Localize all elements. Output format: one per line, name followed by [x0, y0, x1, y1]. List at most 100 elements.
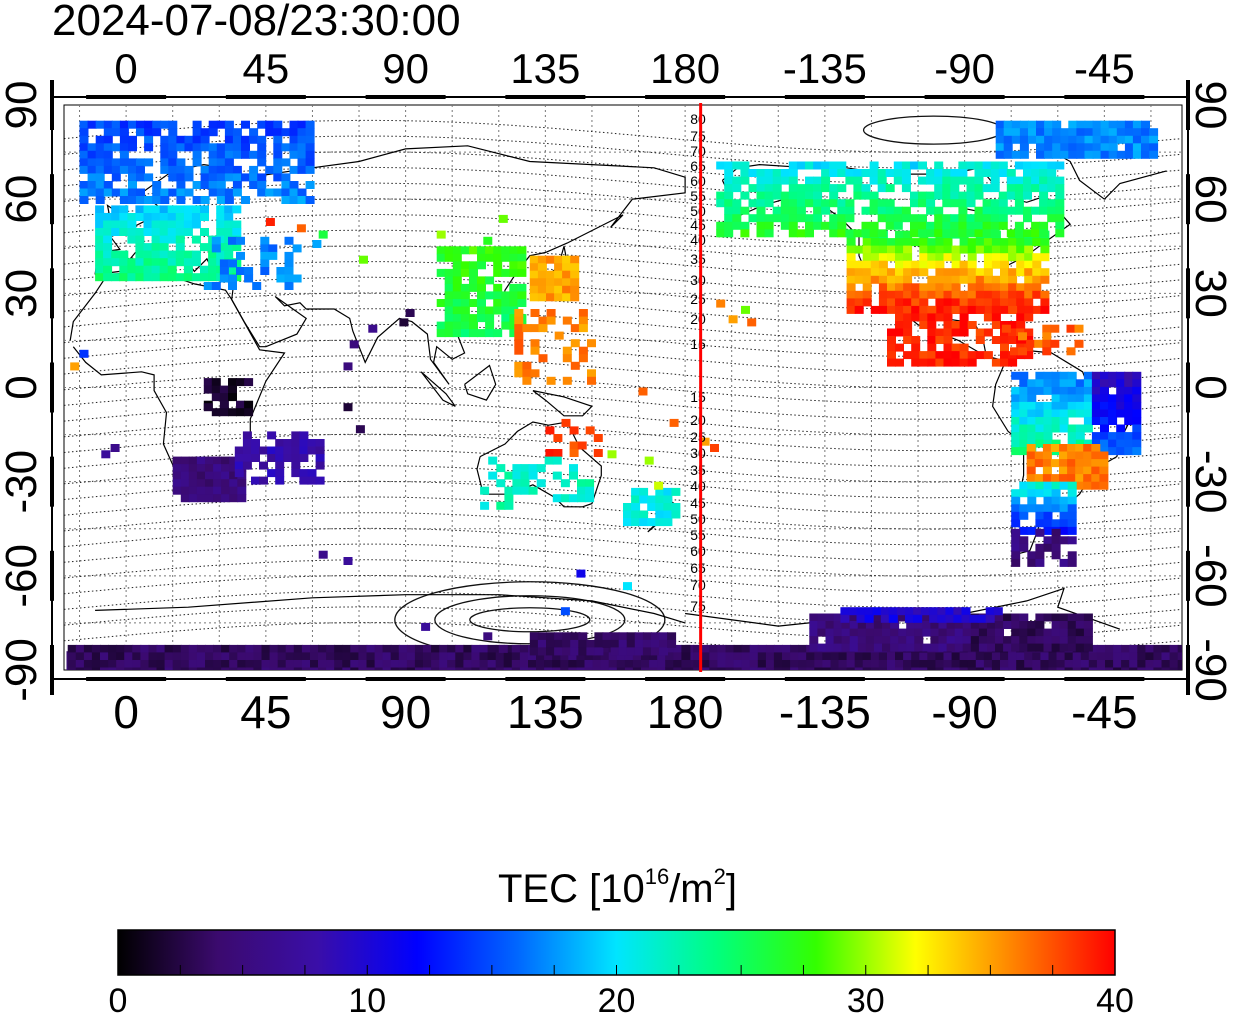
tec-cell [236, 267, 245, 275]
tec-cell [870, 260, 880, 269]
lon-tick [1064, 95, 1145, 99]
tec-cell [268, 244, 278, 253]
tec-cell [950, 184, 960, 193]
tec-cell [200, 273, 209, 282]
tec-cell [1105, 667, 1114, 670]
tec-cell [251, 446, 260, 455]
tec-cell [124, 652, 134, 661]
tec-cell [577, 479, 586, 488]
tec-cell [1055, 191, 1065, 200]
tec-cell [885, 221, 895, 230]
tec-cell [1177, 652, 1182, 661]
tec-cell [183, 228, 193, 236]
tec-cell [156, 644, 166, 653]
tec-cell [95, 120, 105, 129]
tec-cell [1019, 526, 1029, 535]
tec-cell [79, 158, 89, 167]
tec-cell [1132, 379, 1142, 388]
tec-cell [1051, 519, 1061, 528]
tec-cell [854, 290, 864, 299]
tec-cell [773, 660, 783, 668]
tec-cell [991, 283, 1001, 292]
tec-cell [935, 298, 945, 307]
tec-cell [1059, 481, 1069, 490]
tec-cell [1040, 268, 1050, 277]
tec-cell [536, 464, 546, 473]
tec-cell [95, 205, 105, 214]
tec-cell [1137, 652, 1147, 661]
tec-cell [880, 614, 890, 623]
tec-cell [1006, 191, 1016, 200]
tec-cell [520, 486, 530, 495]
tec-cell [846, 660, 856, 668]
tec-cell [1091, 379, 1101, 388]
tec-cell [297, 196, 307, 204]
tec-cell [318, 652, 327, 661]
tec-cell [259, 476, 268, 485]
tec-cell [717, 644, 727, 653]
tec-cell [517, 261, 527, 270]
tec-cell [1091, 386, 1101, 395]
tec-cell [1023, 169, 1032, 177]
tec-cell [537, 293, 547, 302]
tec-cell [1040, 253, 1050, 262]
tec-cell [995, 135, 1005, 144]
tec-cell [724, 214, 734, 223]
tec-cell [822, 667, 832, 670]
tec-cell [862, 660, 872, 668]
tec-cell [517, 246, 527, 255]
tec-cell [1028, 135, 1037, 144]
tec-cell [853, 229, 863, 238]
tec-cell [260, 236, 270, 245]
tec-cell [519, 652, 529, 661]
tec-cell [229, 494, 239, 503]
tec-cell [103, 143, 113, 152]
tec-cell [103, 165, 113, 174]
tec-cell [935, 351, 945, 360]
tec-cell [273, 158, 283, 167]
tec-cell [995, 120, 1005, 129]
tec-cell [885, 169, 895, 177]
bottom-lon-label: 180 [647, 686, 724, 738]
contour-line [64, 543, 1182, 577]
tec-cell [1050, 324, 1060, 333]
tec-cell [1177, 667, 1182, 670]
tec-cell [234, 461, 244, 470]
lat-tick [50, 174, 54, 225]
tec-cell [1132, 135, 1142, 144]
tec-cell [1027, 643, 1037, 652]
tec-cell [935, 313, 945, 322]
lon-tick [924, 95, 1005, 99]
tec-cell [503, 660, 513, 668]
tec-cell [1141, 150, 1150, 159]
tec-cell [602, 632, 612, 641]
tec-cell [310, 652, 319, 661]
tec-cell [504, 486, 514, 495]
tec-cell [901, 206, 911, 215]
tec-cell [530, 309, 540, 317]
tec-cell [560, 660, 570, 668]
tec-cell [1075, 459, 1085, 468]
tec-cell [1032, 268, 1042, 277]
tec-cell [647, 518, 657, 527]
tec-cell [631, 503, 641, 511]
tec-cell [1080, 660, 1090, 668]
tec-cell [983, 253, 993, 262]
tec-cell [219, 274, 229, 283]
tec-cell [522, 369, 532, 378]
tec-cell [95, 250, 105, 259]
tec-cell [144, 120, 154, 129]
tec-cell [318, 660, 327, 668]
tec-cell [1074, 324, 1084, 333]
tec-cell [79, 181, 89, 189]
tec-cell [943, 275, 953, 284]
tec-cell [127, 265, 137, 274]
tec-cell [1083, 417, 1093, 425]
tec-cell [951, 652, 961, 661]
tec-cell [552, 494, 562, 503]
tec-cell [87, 150, 97, 159]
tec-cell [1075, 628, 1085, 637]
tec-cell [1003, 143, 1013, 152]
tec-cell [261, 660, 271, 668]
tec-cell [927, 253, 937, 262]
